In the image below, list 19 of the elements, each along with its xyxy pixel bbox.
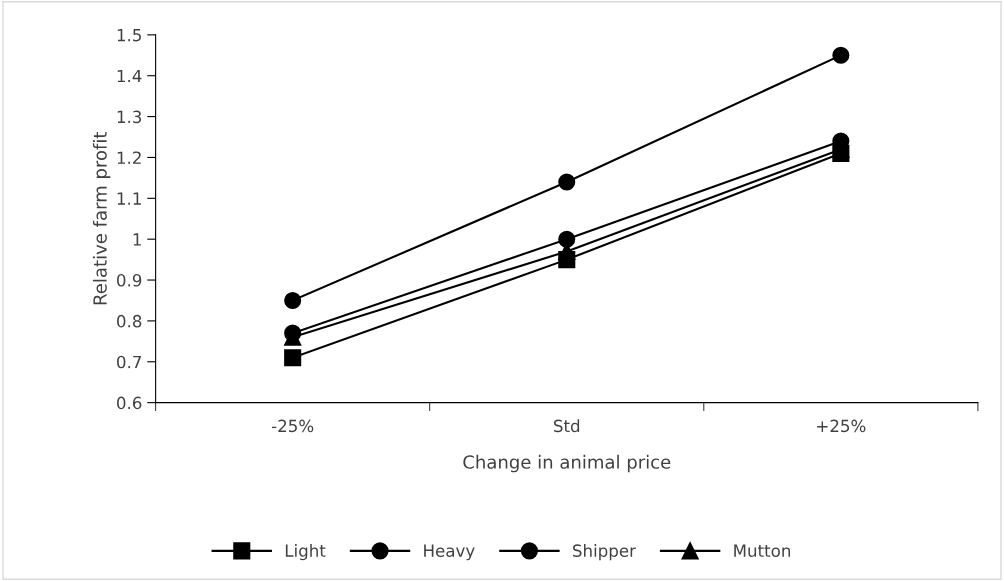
y-tick-label: 1.3 <box>117 110 142 124</box>
y-tick-label: 0.6 <box>117 396 142 410</box>
x-axis-title: Change in animal price <box>463 454 671 473</box>
x-tick-label: +25% <box>817 419 866 433</box>
y-tick-label: 1 <box>133 233 141 246</box>
y-tick-label: 0.7 <box>117 355 141 369</box>
y-tick-label: 0.9 <box>117 274 142 287</box>
y-tick-label: 1.5 <box>117 29 141 42</box>
y-tick-label: 1.1 <box>117 192 141 205</box>
y-tick-label: 0.8 <box>117 314 142 328</box>
x-tick-label: Std <box>554 419 580 433</box>
legend-label: Shipper <box>573 544 636 561</box>
legend-label: Mutton <box>734 544 790 557</box>
legend-label: Light <box>285 544 326 561</box>
x-tick-label: -25% <box>271 419 314 433</box>
y-axis-title: Relative farm profit <box>92 131 111 305</box>
y-tick-label: 1.2 <box>117 151 141 164</box>
y-tick-label: 1.4 <box>117 69 142 83</box>
legend-label: Heavy <box>424 544 475 561</box>
